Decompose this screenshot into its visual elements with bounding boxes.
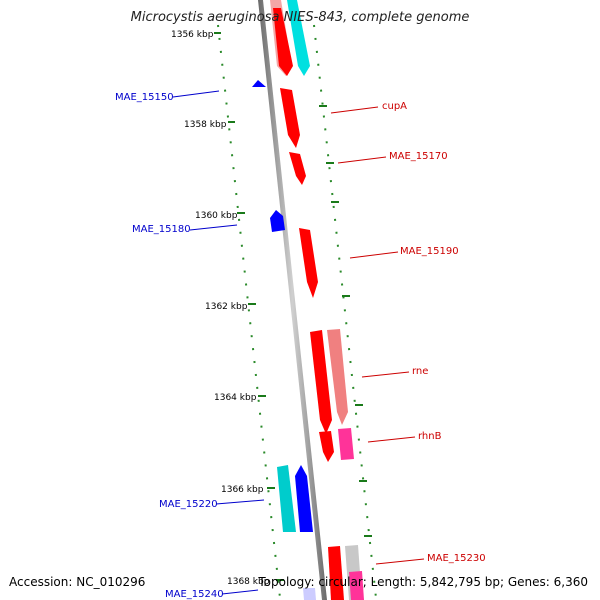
accession-text: Accession: NC_010296 <box>9 575 146 589</box>
label-cupA[interactable]: cupA <box>382 101 407 112</box>
genome-backbone <box>258 0 327 600</box>
gene-rhnB-pink[interactable] <box>338 428 354 460</box>
leader-MAE_15230 <box>375 558 425 565</box>
label-MAE_15220[interactable]: MAE_15220 <box>159 499 218 510</box>
leader-MAE_15180 <box>189 224 238 231</box>
label-MAE_15190[interactable]: MAE_15190 <box>400 246 459 257</box>
tick-label-1362: 1362 kbp <box>205 302 248 312</box>
gene-MAE_15190[interactable] <box>299 228 318 298</box>
gene-MAE_15230-pink[interactable] <box>349 571 364 600</box>
leader-cupA <box>330 106 379 114</box>
label-MAE_15230[interactable]: MAE_15230 <box>427 553 486 564</box>
tick-marks <box>214 32 372 581</box>
leader-MAE_15170 <box>337 156 387 164</box>
leader-MAE_15240 <box>221 589 259 595</box>
gene-MAE_15180[interactable] <box>270 210 285 232</box>
leader-MAE_15150 <box>172 90 220 98</box>
label-rhnB[interactable]: rhnB <box>418 431 442 442</box>
label-MAE_15150[interactable]: MAE_15150 <box>115 92 174 103</box>
genome-title: Microcystis aeruginosa NIES-843, complet… <box>130 10 470 25</box>
leader-rne <box>361 371 410 378</box>
tick-label-1358: 1358 kbp <box>184 120 227 130</box>
label-MAE_15180[interactable]: MAE_15180 <box>132 224 191 235</box>
gene-rhnB[interactable] <box>319 431 334 462</box>
leader-rhnB <box>367 436 416 443</box>
label-rne[interactable]: rne <box>412 366 428 377</box>
gene-top-cyan[interactable] <box>287 0 310 76</box>
gene-cupA[interactable] <box>280 88 300 148</box>
tick-label-1360: 1360 kbp <box>195 211 238 221</box>
gene-MAE_15240-faint[interactable] <box>303 588 316 600</box>
leader-MAE_15220 <box>215 499 265 505</box>
gene-MAE_15220-blue[interactable] <box>295 465 313 532</box>
tick-label-1356: 1356 kbp <box>171 30 214 40</box>
label-MAE_15240[interactable]: MAE_15240 <box>165 589 224 600</box>
tick-label-1364: 1364 kbp <box>214 393 257 403</box>
gene-MAE_15220-cyan[interactable] <box>277 465 296 532</box>
gene-MAE_15170[interactable] <box>289 152 306 185</box>
gene-MAE_15150[interactable] <box>252 80 266 87</box>
gene-rne-salmon[interactable] <box>327 329 348 425</box>
label-MAE_15170[interactable]: MAE_15170 <box>389 151 448 162</box>
tick-label-1368: 1368 kbp <box>227 577 270 587</box>
leader-MAE_15190 <box>349 251 399 259</box>
tick-label-1366: 1366 kbp <box>221 485 264 495</box>
topology-text: Topology: circular; Length: 5,842,795 bp… <box>258 575 588 589</box>
gene-rne[interactable] <box>310 330 332 434</box>
gene-MAE_15230-red[interactable] <box>328 546 344 600</box>
gene-top-red[interactable] <box>273 8 293 76</box>
